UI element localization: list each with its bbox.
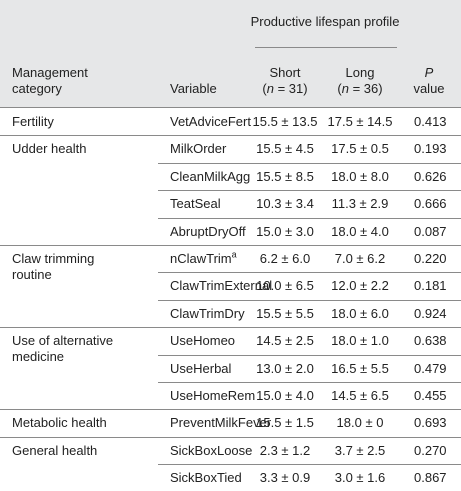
long-label: Long — [345, 65, 375, 80]
variable-text: nClawTrim — [170, 251, 232, 266]
p-value: 0.479 — [414, 360, 447, 376]
variable: SickBoxTied — [170, 470, 242, 486]
long-value: 17.5 ± 14.5 — [327, 114, 393, 129]
long-value: 18.0 ± 4.0 — [331, 223, 389, 239]
p-word: value — [413, 81, 445, 96]
long-value: 18.0 ± 8.0 — [331, 168, 389, 184]
short-value: 3.3 ± 0.9 — [259, 470, 311, 486]
row-rule — [158, 354, 461, 356]
variable: CleanMilkAgg — [170, 168, 251, 184]
long-value: 3.7 ± 2.5 — [334, 442, 386, 458]
variable: ClawTrimDry — [170, 305, 245, 321]
p-symbol: P — [424, 65, 434, 80]
p-value: 0.270 — [414, 442, 447, 458]
short-value: 15.0 ± 3.0 — [256, 223, 314, 239]
short-value: 15.0 ± 4.0 — [256, 388, 314, 403]
row-rule — [158, 217, 461, 219]
header-rule — [0, 107, 461, 108]
n-value: = 36) — [348, 81, 383, 96]
category: Use of alternative medicine — [12, 333, 114, 365]
variable: PreventMilkFever — [170, 415, 272, 431]
row-rule — [158, 382, 461, 383]
p-value: 0.193 — [414, 141, 447, 157]
variable: ClawTrimExternal — [170, 278, 273, 294]
variable: UseHomeRem — [170, 388, 256, 403]
long-value: 14.5 ± 6.5 — [331, 388, 389, 403]
row-rule — [158, 464, 461, 466]
header-background — [0, 0, 461, 107]
p-value: 0.455 — [414, 388, 447, 403]
long-value: 12.0 ± 2.2 — [331, 278, 389, 294]
variable: VetAdviceFert — [170, 114, 251, 129]
long-header: Long (n = 36) — [320, 65, 400, 97]
n-symbol: n — [341, 81, 349, 96]
category: Claw trimming routine — [12, 251, 95, 282]
short-value: 15.5 ± 8.5 — [256, 168, 314, 184]
long-value: 11.3 ± 2.9 — [331, 196, 389, 212]
p-value: 0.666 — [414, 196, 447, 212]
short-value: 15.5 ± 1.5 — [256, 415, 314, 431]
variable: SickBoxLoose — [170, 442, 253, 458]
row-rule — [158, 299, 461, 301]
variable: AbruptDryOff — [170, 223, 246, 239]
short-value: 10.3 ± 3.4 — [256, 196, 314, 212]
paren: ( — [337, 81, 342, 96]
short-header: Short (n = 31) — [245, 65, 325, 97]
long-value: 18.0 ± 0 — [336, 415, 384, 431]
short-value: 15.5 ± 4.5 — [256, 141, 314, 157]
group-rule — [0, 327, 461, 329]
n-symbol: n — [266, 81, 274, 96]
variable: MilkOrder — [170, 141, 227, 157]
short-value: 14.5 ± 2.5 — [256, 333, 314, 349]
row-rule — [158, 162, 461, 164]
short-value: 10.0 ± 6.5 — [256, 278, 314, 294]
long-value: 18.0 ± 6.0 — [331, 305, 389, 321]
p-header: P value — [405, 65, 453, 97]
span-title: Productive lifespan profile — [250, 14, 400, 29]
long-value: 18.0 ± 1.0 — [331, 333, 389, 349]
short-value: 2.3 ± 1.2 — [259, 442, 311, 458]
paren: ( — [262, 81, 267, 96]
p-value: 0.220 — [414, 251, 447, 266]
variable-header: Variable — [170, 81, 217, 96]
group-rule — [0, 245, 461, 246]
p-value: 0.626 — [414, 168, 447, 184]
group-rule — [0, 436, 461, 438]
short-n: (n = 31) — [245, 81, 325, 97]
long-n: (n = 36) — [320, 81, 400, 97]
group-rule — [0, 409, 461, 411]
group-rule — [0, 135, 461, 137]
row-rule — [158, 190, 461, 192]
long-value: 7.0 ± 6.2 — [334, 251, 386, 266]
p-value: 0.693 — [414, 415, 447, 431]
long-value: 17.5 ± 0.5 — [331, 141, 389, 157]
category: Metabolic health — [12, 415, 107, 431]
category: Fertility — [12, 114, 54, 129]
long-value: 3.0 ± 1.6 — [334, 470, 386, 486]
p-value: 0.087 — [414, 223, 447, 239]
footnote-mark: a — [231, 249, 237, 260]
short-label: Short — [269, 65, 301, 80]
p-value: 0.638 — [414, 333, 447, 349]
n-value: = 31) — [273, 81, 308, 96]
variable: nClawTrima — [170, 249, 237, 267]
variable: TeatSeal — [170, 196, 221, 212]
long-value: 16.5 ± 5.5 — [331, 360, 389, 376]
short-value: 15.5 ± 5.5 — [256, 305, 314, 321]
p-value: 0.924 — [414, 305, 447, 321]
p-value: 0.413 — [414, 114, 447, 129]
span-rule — [255, 47, 397, 48]
p-value: 0.181 — [414, 278, 447, 294]
variable: UseHomeo — [170, 333, 236, 349]
variable: UseHerbal — [170, 360, 232, 376]
short-value: 13.0 ± 2.0 — [256, 360, 314, 376]
short-value: 15.5 ± 13.5 — [252, 114, 318, 129]
category: Udder health — [12, 141, 87, 157]
short-value: 6.2 ± 6.0 — [259, 251, 311, 266]
category-header: Management category — [12, 65, 88, 96]
p-value: 0.867 — [414, 470, 447, 486]
row-rule — [158, 272, 461, 274]
category: General health — [12, 442, 98, 458]
